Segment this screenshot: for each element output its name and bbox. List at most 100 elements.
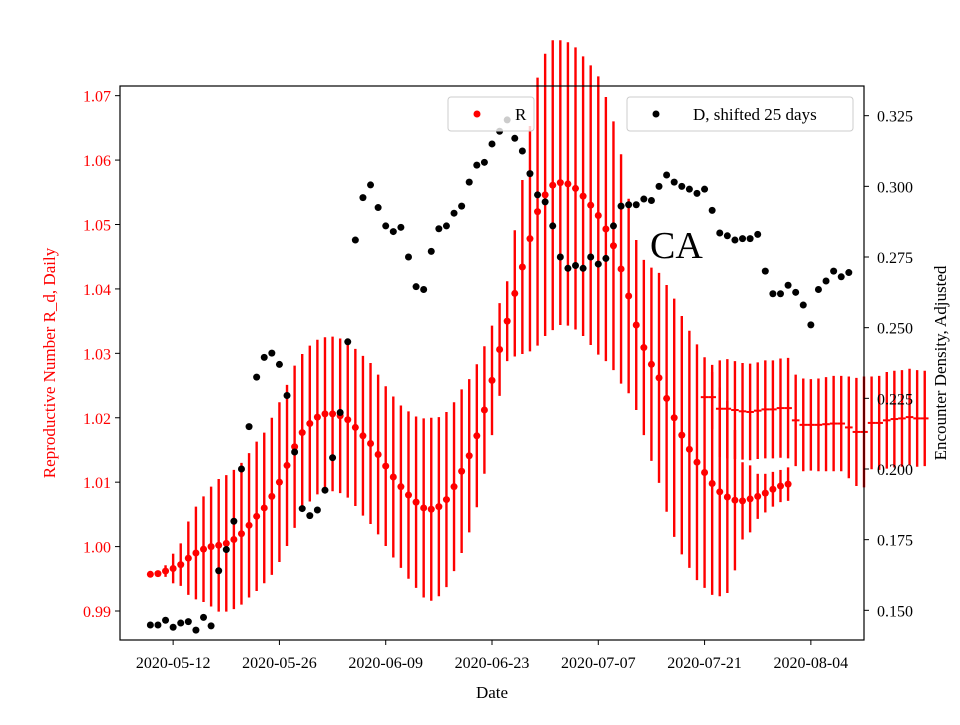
r-point (313, 413, 321, 421)
r-point (367, 440, 375, 448)
r-point (480, 406, 488, 414)
y-tick-label: 1.04 (83, 282, 111, 299)
d-point (792, 288, 800, 296)
r-point (572, 184, 580, 192)
d-point (617, 202, 625, 210)
legend-r-box (447, 96, 535, 132)
d-point (435, 225, 443, 233)
d-point (701, 185, 709, 193)
d-point (306, 512, 314, 520)
r-point (693, 458, 701, 466)
d-point (397, 223, 405, 231)
d-point (572, 261, 580, 269)
r-point (526, 235, 534, 243)
r-point (647, 360, 655, 368)
y-axis-label: Reproductive Number R_d, Daily (40, 247, 59, 478)
x-tick-label: 2020-07-07 (561, 655, 636, 672)
r-point (564, 180, 572, 188)
legend-d: D, shifted 25 days (626, 96, 854, 132)
r-point (435, 503, 443, 511)
legend-d-box (626, 96, 854, 132)
r-point (640, 344, 648, 352)
r-point (754, 492, 762, 500)
y2-tick-label: 0.275 (877, 250, 913, 267)
d-point (579, 264, 587, 272)
d-point (685, 185, 693, 193)
d-point (746, 235, 754, 243)
d-point (382, 222, 390, 230)
legend-r-marker (473, 110, 481, 118)
d-point (222, 546, 230, 554)
d-point (716, 229, 724, 237)
d-point (283, 392, 291, 400)
r-point (275, 478, 283, 486)
r-point (260, 504, 268, 512)
d-point (594, 260, 602, 268)
r-point (716, 488, 724, 496)
x-axis-label: Date (476, 683, 508, 702)
d-point (420, 286, 428, 294)
r-point (374, 450, 382, 458)
d-point (602, 254, 610, 262)
d-point (761, 267, 769, 275)
d-point (374, 204, 382, 212)
r-point (602, 225, 610, 233)
d-point (814, 286, 822, 294)
d-point (268, 349, 276, 357)
r-point (488, 376, 496, 384)
r-point (291, 443, 299, 451)
d-point (260, 353, 268, 361)
r-point (237, 530, 245, 538)
d-point (632, 201, 640, 209)
r-point (473, 432, 481, 440)
d-point (162, 616, 170, 624)
d-point (230, 517, 238, 525)
d-point (556, 253, 564, 261)
r-point (192, 549, 200, 557)
d-point (784, 281, 792, 289)
x-tick-label: 2020-06-23 (455, 655, 530, 672)
y2-tick-label: 0.250 (877, 321, 913, 338)
r-point (427, 505, 435, 513)
r-point (200, 545, 208, 553)
d-point (587, 253, 595, 261)
d-point (389, 228, 397, 236)
r-point (329, 410, 337, 418)
d-point (192, 626, 200, 634)
r-point (344, 416, 352, 424)
r-point (169, 564, 177, 572)
r-point (230, 536, 238, 544)
d-point (549, 222, 557, 230)
r-point (465, 452, 473, 460)
y2-tick-label: 0.300 (877, 179, 913, 196)
d-point (822, 277, 830, 285)
r-point (412, 498, 420, 506)
state-annotation: CA (650, 225, 703, 267)
y-tick-label: 1.01 (83, 475, 111, 492)
d-point (518, 147, 526, 155)
r-point (397, 483, 405, 491)
d-point (625, 201, 633, 209)
d-point (177, 619, 185, 627)
r-point (268, 492, 276, 500)
d-point (450, 209, 458, 217)
r-point (154, 570, 162, 578)
r-point (769, 485, 777, 493)
y2-tick-label: 0.150 (877, 603, 913, 620)
y2-tick-label: 0.175 (877, 533, 913, 550)
r-point (306, 420, 314, 428)
d-point (275, 360, 283, 368)
y2-tick-label: 0.200 (877, 462, 913, 479)
y-tick-label: 1.02 (83, 411, 111, 428)
r-point (761, 489, 769, 497)
d-point (799, 301, 807, 309)
y-tick-label: 1.06 (83, 153, 111, 170)
d-point (526, 170, 534, 178)
d-point (807, 321, 815, 329)
d-point (146, 621, 154, 629)
r-point (389, 473, 397, 481)
y2-axis-label: Encounter Density, Adjusted (931, 265, 950, 460)
r-point (625, 292, 633, 300)
d-point (154, 621, 162, 629)
r-point (556, 179, 564, 187)
